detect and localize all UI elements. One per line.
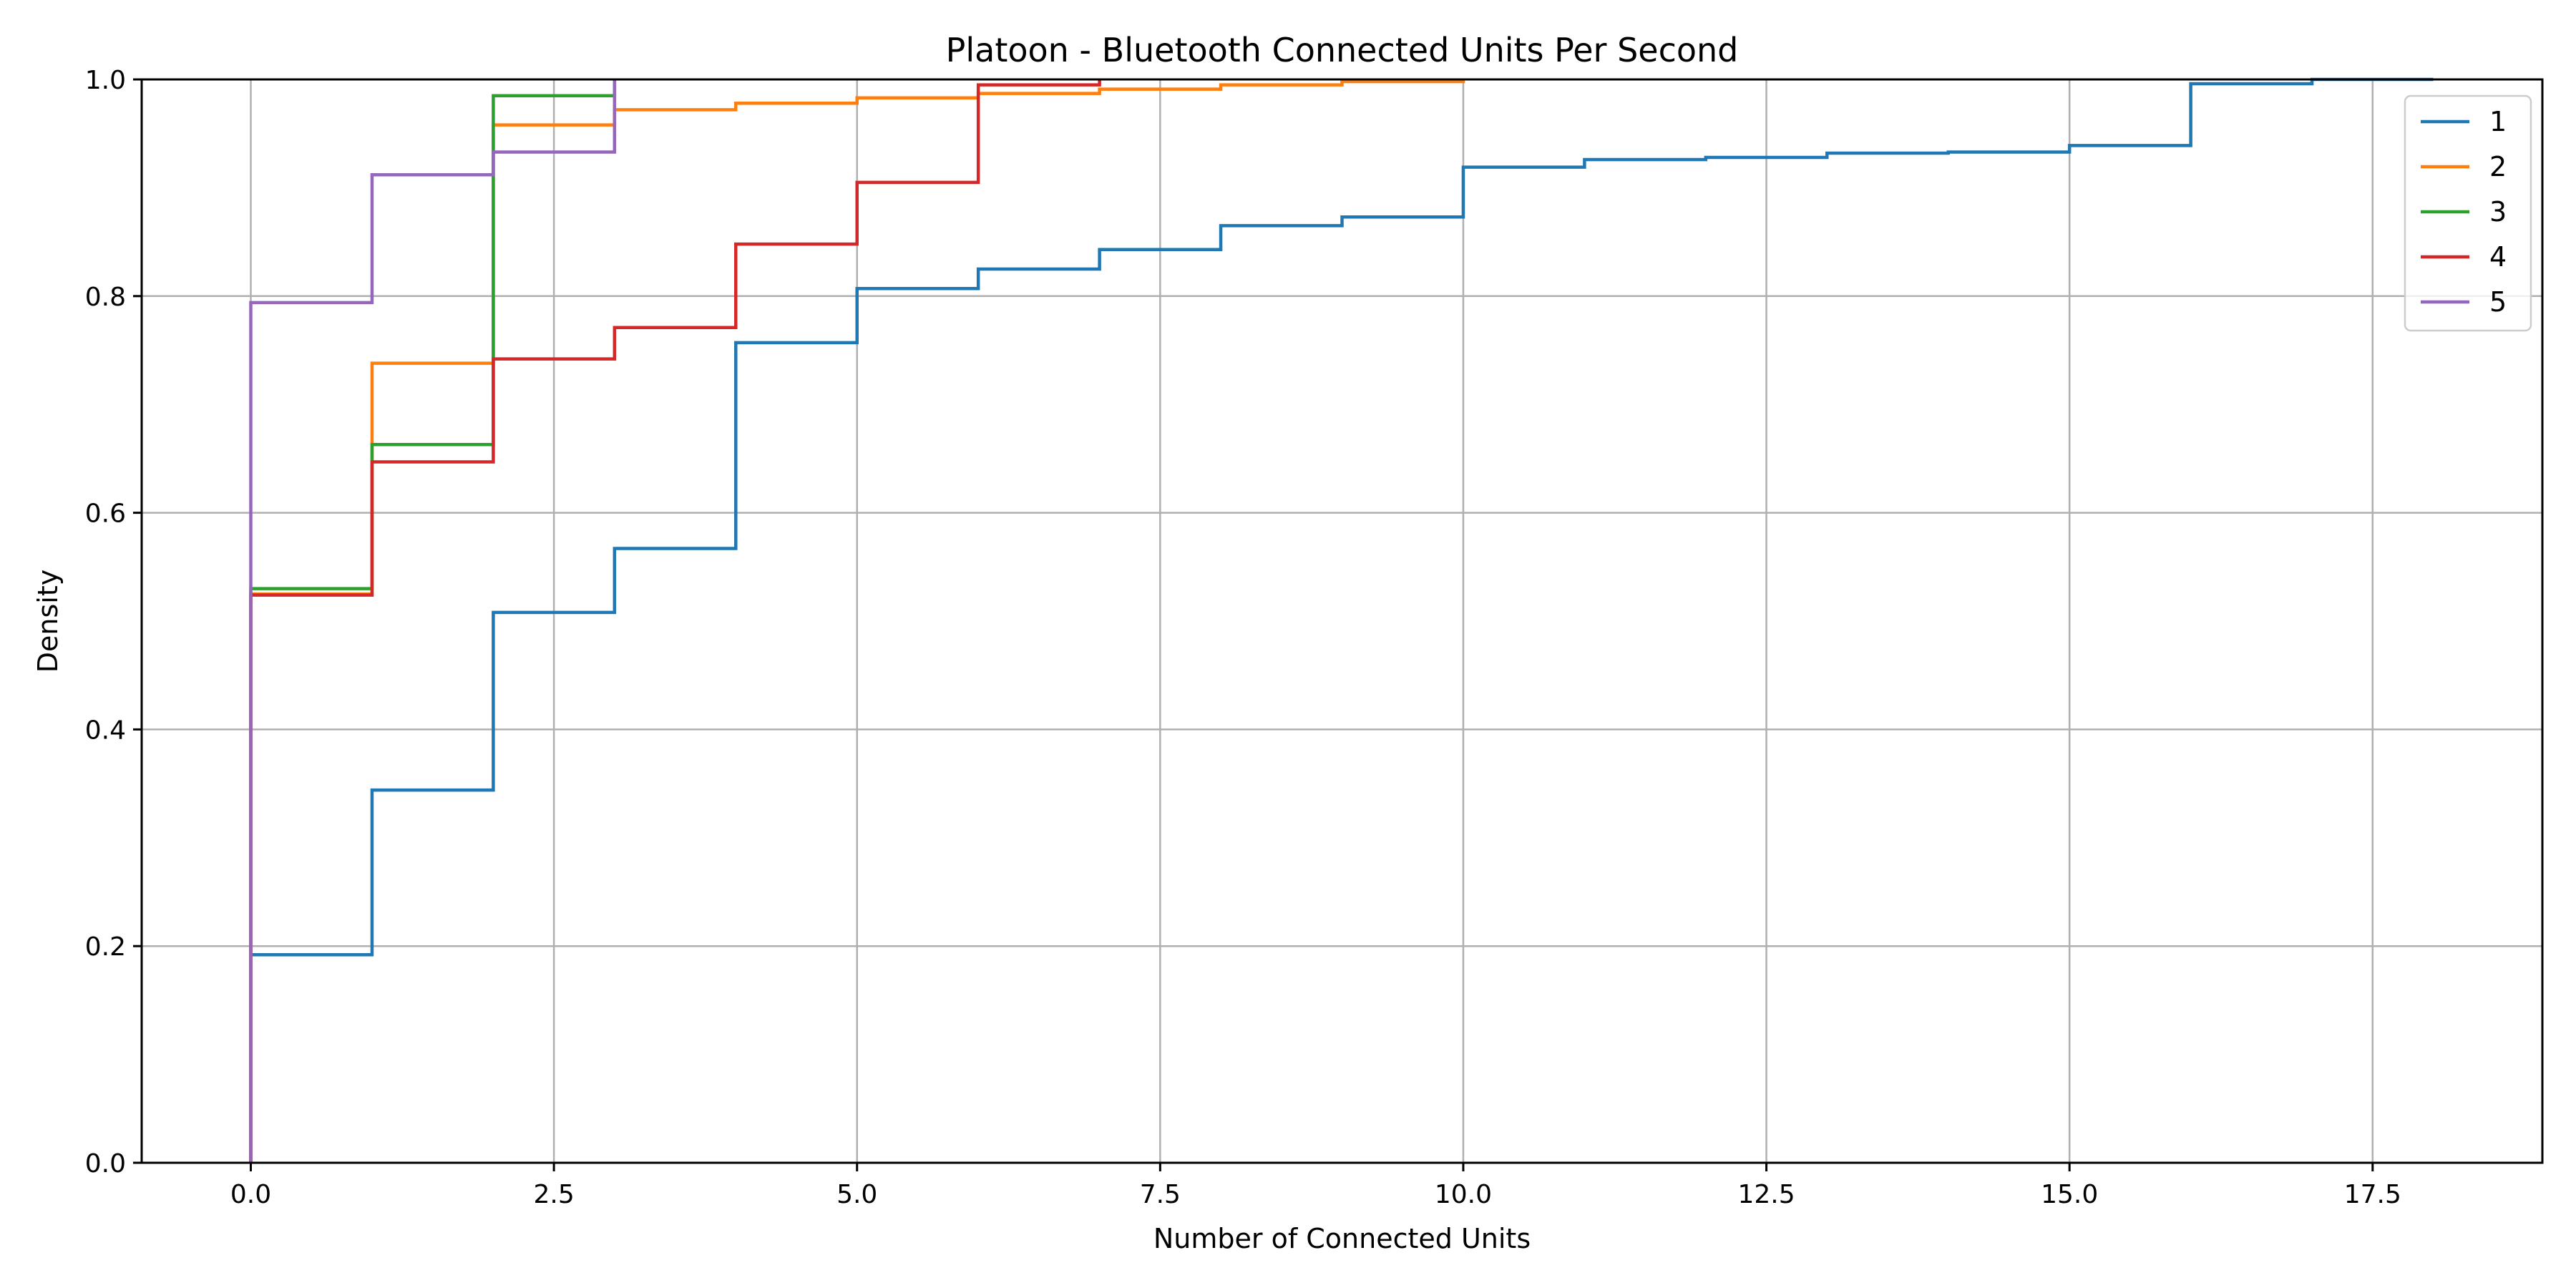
- y-tick-label: 0.2: [85, 932, 126, 962]
- plot-frame: [140, 78, 2544, 1164]
- series-line-4: [249, 79, 1101, 1163]
- legend-label-2: 2: [2489, 151, 2507, 182]
- series-line-1: [249, 77, 2434, 1163]
- x-tick-label: 2.5: [533, 1180, 574, 1209]
- legend-label-4: 4: [2489, 241, 2507, 273]
- y-axis-ticks: 0.0 0.2 0.4 0.6 0.8 1.0: [85, 66, 142, 1179]
- x-tick-label: 0.0: [230, 1180, 271, 1209]
- series-line-2: [249, 79, 1465, 1163]
- y-tick-label: 1.0: [85, 66, 126, 95]
- legend-label-1: 1: [2489, 106, 2507, 137]
- legend-label-5: 5: [2489, 286, 2507, 318]
- series-line-5: [249, 79, 617, 1163]
- x-tick-label: 7.5: [1140, 1180, 1181, 1209]
- y-tick-label: 0.6: [85, 499, 126, 529]
- y-tick-label: 0.8: [85, 283, 126, 312]
- x-axis-ticks: 0.0 2.5 5.0 7.5 10.0 12.5 15.0 17.5: [230, 1163, 2401, 1209]
- y-axis-label: Density: [32, 570, 64, 673]
- chart-title: Platoon - Bluetooth Connected Units Per …: [946, 31, 1739, 69]
- y-tick-label: 0.0: [85, 1149, 126, 1179]
- x-tick-label: 15.0: [2041, 1180, 2098, 1209]
- legend: 1 2 3 4 5: [2404, 94, 2532, 332]
- legend-label-3: 3: [2489, 196, 2507, 228]
- series-line-3: [249, 79, 617, 1163]
- series-lines: [249, 77, 2434, 1163]
- x-axis-label: Number of Connected Units: [1153, 1223, 1531, 1254]
- y-tick-label: 0.4: [85, 716, 126, 745]
- x-tick-label: 5.0: [836, 1180, 877, 1209]
- x-tick-label: 10.0: [1435, 1180, 1492, 1209]
- x-tick-label: 17.5: [2344, 1180, 2401, 1209]
- x-tick-label: 12.5: [1737, 1180, 1795, 1209]
